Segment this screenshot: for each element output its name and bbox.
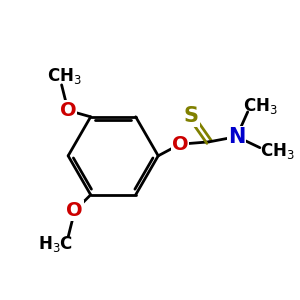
- Text: CH$_3$: CH$_3$: [47, 66, 82, 86]
- Text: N: N: [228, 127, 245, 147]
- Text: CH$_3$: CH$_3$: [260, 141, 295, 160]
- Text: CH$_3$: CH$_3$: [243, 96, 278, 116]
- Text: O: O: [172, 135, 188, 154]
- Text: O: O: [60, 101, 76, 120]
- Text: H$_3$C: H$_3$C: [38, 234, 73, 254]
- Text: S: S: [184, 106, 199, 126]
- Text: O: O: [66, 201, 83, 220]
